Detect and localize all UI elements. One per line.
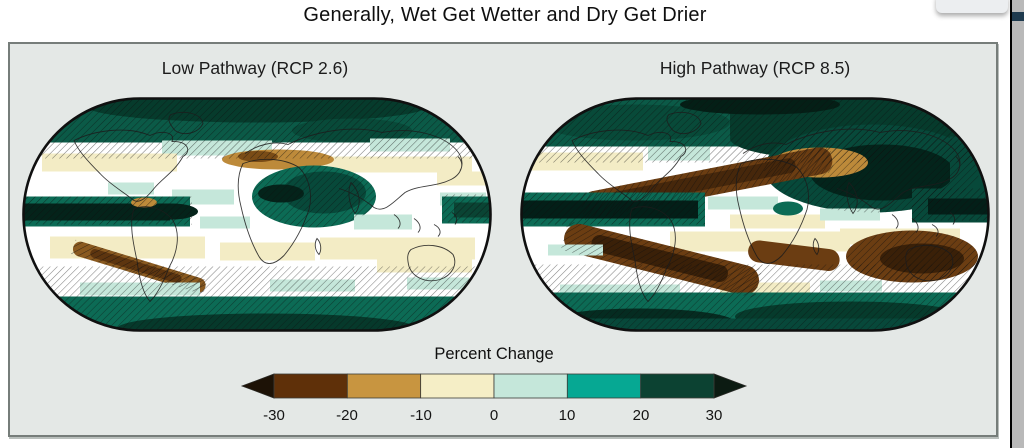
colorbar-tick-label: -10 [410,407,432,424]
figure-title: Generally, Wet Get Wetter and Dry Get Dr… [303,4,707,26]
map-rcp26 [22,97,492,332]
colorbar-segment [346,373,422,399]
scrollbar-thumb[interactable] [1012,12,1024,21]
colorbar-tick-label: 0 [490,407,498,424]
colorbar-overflow-arrow [713,373,748,399]
figure-panel: Low Pathway (RCP 2.6) High Pathway (RCP … [8,42,998,437]
colorbar-tick-label: 20 [633,407,650,424]
colorbar-tick-label: 30 [706,407,723,424]
colorbar-tick-label: 10 [559,407,576,424]
colorbar-title: Percent Change [434,345,554,363]
colorbar-segment [493,373,568,399]
colorbar-segment [420,373,495,399]
right-map-title: High Pathway (RCP 8.5) [659,58,851,78]
colorbar-underflow-arrow [240,373,275,399]
colorbar-segment [273,373,348,399]
map-rcp85 [520,97,990,332]
page-edge-strip [1010,0,1024,448]
colorbar: -30 -20 -10 0 10 20 30 [240,373,748,424]
map-rcp85-fills [521,98,989,331]
colorbar-tick-label: -20 [336,407,358,424]
map-outline [520,97,990,332]
coastlines [571,111,961,303]
hatching-overlay [521,98,989,331]
hatching-overlay [23,98,491,331]
map-rcp26-fills [23,98,491,331]
map-outline [22,97,492,332]
coastlines [73,111,463,303]
colorbar-segment [640,373,715,399]
left-map-title: Low Pathway (RCP 2.6) [161,58,349,78]
colorbar-segment [566,373,642,399]
colorbar-tick-label: -30 [263,407,285,424]
clipped-popup-card [936,0,1008,13]
